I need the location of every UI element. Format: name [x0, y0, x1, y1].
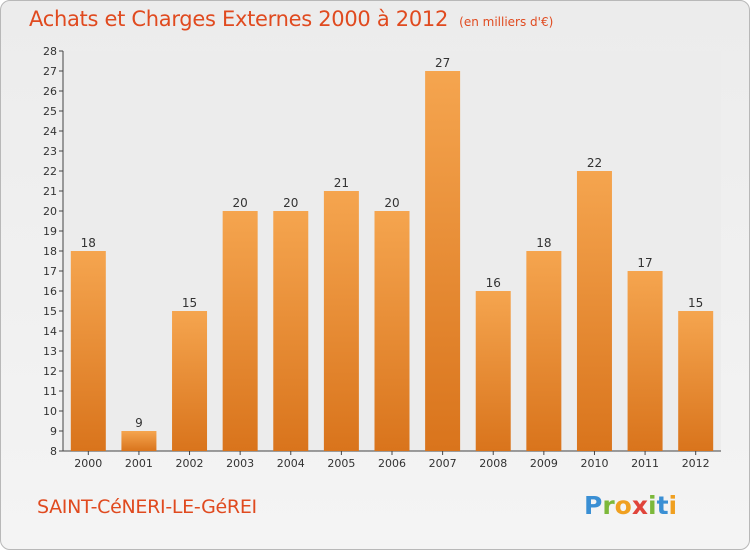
logo-letter: t [656, 491, 669, 520]
y-tick-label: 16 [43, 285, 57, 298]
x-tick-label: 2003 [226, 457, 254, 470]
y-tick-label: 23 [43, 145, 57, 158]
x-tick-label: 2007 [429, 457, 457, 470]
x-tick-label: 2004 [277, 457, 305, 470]
x-tick-label: 2005 [327, 457, 355, 470]
y-tick-label: 22 [43, 165, 57, 178]
y-tick-label: 8 [50, 445, 57, 458]
bar-value-label: 27 [435, 56, 450, 70]
y-tick-label: 25 [43, 105, 57, 118]
y-tick-label: 11 [43, 385, 57, 398]
bar [425, 71, 461, 451]
bar [475, 291, 511, 451]
y-tick-label: 21 [43, 185, 57, 198]
bar-value-label: 9 [135, 416, 143, 430]
y-tick-label: 18 [43, 245, 57, 258]
bar-value-label: 17 [637, 256, 652, 270]
y-tick-label: 10 [43, 405, 57, 418]
y-tick-label: 17 [43, 265, 57, 278]
bar [121, 431, 157, 451]
x-tick-label: 2002 [176, 457, 204, 470]
bar [374, 211, 410, 451]
logo-letter: i [668, 491, 678, 520]
y-tick-label: 15 [43, 305, 57, 318]
bar [678, 311, 714, 451]
chart-title: Achats et Charges Externes 2000 à 2012 [29, 7, 449, 31]
bar-value-label: 15 [182, 296, 197, 310]
bar [70, 251, 106, 451]
bar-value-label: 20 [233, 196, 248, 210]
bar [222, 211, 258, 451]
x-tick-label: 2009 [530, 457, 558, 470]
y-tick-label: 26 [43, 85, 57, 98]
x-tick-label: 2008 [479, 457, 507, 470]
bar-value-label: 22 [587, 156, 602, 170]
logo-letter: P [584, 491, 603, 520]
x-tick-label: 2001 [125, 457, 153, 470]
y-tick-label: 24 [43, 125, 57, 138]
x-tick-label: 2006 [378, 457, 406, 470]
y-tick-label: 28 [43, 45, 57, 58]
bar [172, 311, 208, 451]
bar-value-label: 20 [283, 196, 298, 210]
bar [627, 271, 663, 451]
bar [323, 191, 359, 451]
title-row: Achats et Charges Externes 2000 à 2012 (… [29, 7, 553, 31]
bar [273, 211, 309, 451]
bar-value-label: 18 [81, 236, 96, 250]
y-tick-label: 13 [43, 345, 57, 358]
bar-value-label: 15 [688, 296, 703, 310]
logo-letter: x [631, 491, 648, 520]
chart-unit: (en milliers d'€) [459, 15, 554, 29]
y-tick-label: 9 [50, 425, 57, 438]
bar-value-label: 16 [486, 276, 501, 290]
bar-value-label: 18 [536, 236, 551, 250]
bar [526, 251, 562, 451]
place-name: SAINT-CéNERI-LE-GéREI [37, 496, 257, 518]
x-tick-label: 2010 [580, 457, 608, 470]
logo-letter: i [648, 491, 657, 520]
y-tick-label: 14 [43, 325, 57, 338]
logo-letter: r [602, 491, 615, 520]
y-tick-label: 19 [43, 225, 57, 238]
x-tick-label: 2012 [682, 457, 710, 470]
proxiti-logo: Proxiti [584, 491, 677, 520]
bar-value-label: 20 [384, 196, 399, 210]
x-tick-label: 2000 [74, 457, 102, 470]
logo-letter: o [614, 491, 632, 520]
bar-value-label: 21 [334, 176, 349, 190]
y-tick-label: 20 [43, 205, 57, 218]
y-tick-label: 12 [43, 365, 57, 378]
bar [576, 171, 612, 451]
x-tick-label: 2011 [631, 457, 659, 470]
y-tick-label: 27 [43, 65, 57, 78]
